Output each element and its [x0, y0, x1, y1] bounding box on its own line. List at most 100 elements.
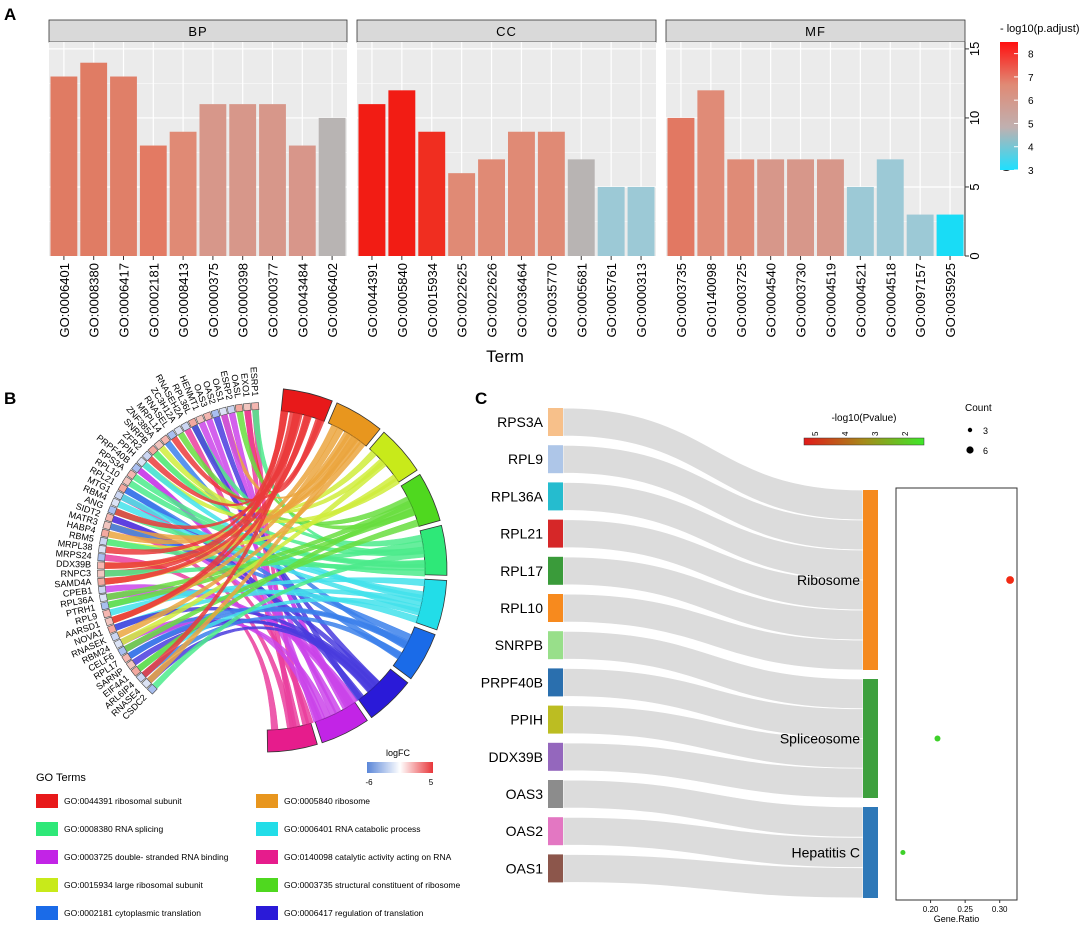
gene-label: DDX39B [56, 559, 91, 570]
bar-GO-0022626 [478, 159, 506, 256]
bar-GO-0003730 [787, 159, 815, 256]
gene-logfc-box [173, 425, 184, 436]
x-tick-label: GO:0006417 [117, 263, 132, 337]
go-term-swatch [256, 878, 278, 892]
go-term-swatch [36, 906, 58, 920]
gene-label: PRPF40B [481, 674, 543, 690]
gene-logfc-box [110, 497, 121, 508]
gene-logfc-box [110, 631, 121, 642]
gene-logfc-box [130, 665, 142, 677]
chord-ribbon [124, 519, 420, 652]
gene-label: OAS1 [506, 860, 544, 876]
go-term-swatch [256, 906, 278, 920]
gene-node [548, 705, 563, 734]
facet-label: CC [496, 24, 517, 39]
bar-GO-0005840 [388, 90, 416, 257]
go-term-label: GO:0044391 ribosomal subunit [64, 796, 182, 806]
gene-logfc-box [125, 659, 137, 670]
bar-GO-0022625 [448, 173, 476, 256]
x-tick-label: GO:0008380 [87, 263, 102, 337]
go-term-swatch [36, 822, 58, 836]
bar-GO-0000398 [229, 104, 257, 257]
bar-GO-0006417 [110, 76, 137, 256]
gene-logfc-box [117, 483, 129, 494]
gene-logfc-box [234, 403, 244, 413]
panel-b-letter: B [4, 389, 16, 408]
chord-ribbon [104, 412, 301, 577]
gene-logfc-box [126, 469, 137, 480]
legend-tick-label: 3 [1028, 166, 1034, 177]
logfc-colorbar [367, 762, 433, 773]
pathway-node [863, 490, 878, 670]
x-tick-label: GO:0000398 [236, 263, 251, 337]
gene-logfc-box [146, 683, 158, 695]
chord-ribbon [104, 540, 424, 577]
gene-logfc-box [187, 417, 198, 428]
gene-node [548, 817, 563, 846]
gene-logfc-box [102, 608, 112, 619]
gene-logfc-box [242, 402, 252, 412]
legend-tick-label: 4 [1028, 143, 1034, 154]
y-tick-label: 5 [967, 183, 982, 190]
gene-logfc-box [100, 601, 110, 611]
count-legend-label: 3 [983, 426, 988, 436]
gene-label: MRPL38 [57, 538, 93, 552]
pathway-label: Hepatitis C [792, 845, 860, 861]
gene-logfc-box [100, 528, 110, 538]
x-axis-title: Term [486, 347, 524, 366]
gene-node [548, 408, 563, 436]
gene-label: RPL36A [491, 488, 544, 504]
term-arc [314, 701, 368, 744]
x-tick-label: GO:0000375 [206, 263, 221, 337]
logfc-min-label: -6 [365, 778, 373, 787]
x-tick-label: GO:0000313 [634, 263, 649, 337]
gene-logfc-box [102, 520, 112, 531]
gene-node [548, 519, 563, 548]
gene-label: RNPC3 [60, 568, 91, 579]
go-term-label: GO:0003735 structural constituent of rib… [284, 880, 461, 890]
bar-GO-0004521 [846, 186, 874, 256]
bar-GO-0005761 [597, 186, 625, 256]
x-tick-label: GO:0004519 [823, 263, 838, 337]
x-tick-label: 0.20 [923, 905, 939, 914]
bar-GO-0006401 [50, 76, 78, 256]
panel-c-letter: C [475, 389, 487, 408]
pathway-label: Ribosome [797, 572, 860, 588]
go-term-swatch [256, 794, 278, 808]
x-tick-label: GO:0097157 [913, 263, 928, 337]
chord-ribbon [152, 550, 425, 689]
x-tick-label: GO:0000377 [266, 263, 281, 337]
gene-logfc-box [98, 593, 108, 603]
chord-ribbon [136, 502, 414, 672]
x-tick-label: GO:0003735 [674, 263, 689, 337]
bar-GO-0003725 [727, 159, 755, 256]
bar-GO-0000377 [259, 104, 286, 257]
gene-label: EXO1 [239, 373, 252, 398]
gene-node [548, 631, 563, 660]
chord-ribbon [184, 428, 301, 728]
y-tick-label: 15 [967, 42, 982, 56]
gene-label: PPIH [510, 712, 543, 728]
bar-GO-0043484 [288, 145, 316, 256]
gene-label: SAMD4A [54, 577, 92, 590]
gene-label: CPEB1 [62, 585, 93, 598]
gene-logfc-box [153, 439, 165, 451]
go-term-label: GO:0006417 regulation of translation [284, 908, 424, 918]
pvalue-tick-label: 5 [811, 431, 820, 436]
y-tick-label: 10 [967, 111, 982, 125]
chord-ribbon [117, 440, 366, 638]
pathway-node [863, 679, 878, 798]
bar-GO-0140098 [697, 90, 725, 257]
gene-label: RBM5 [68, 530, 94, 544]
bar-GO-0097157 [906, 214, 934, 256]
legend-tick-label: 7 [1028, 73, 1034, 84]
pathway-dot [900, 849, 906, 856]
gene-node [548, 854, 563, 883]
chord-ribbon [153, 450, 377, 513]
x-tick-label: GO:0035925 [943, 263, 958, 337]
bar-GO-0008413 [169, 131, 197, 256]
gene-logfc-box [202, 411, 213, 422]
gene-logfc-box [107, 505, 118, 516]
pvalue-tick-label: 4 [841, 431, 850, 436]
count-legend-dot [966, 446, 974, 454]
